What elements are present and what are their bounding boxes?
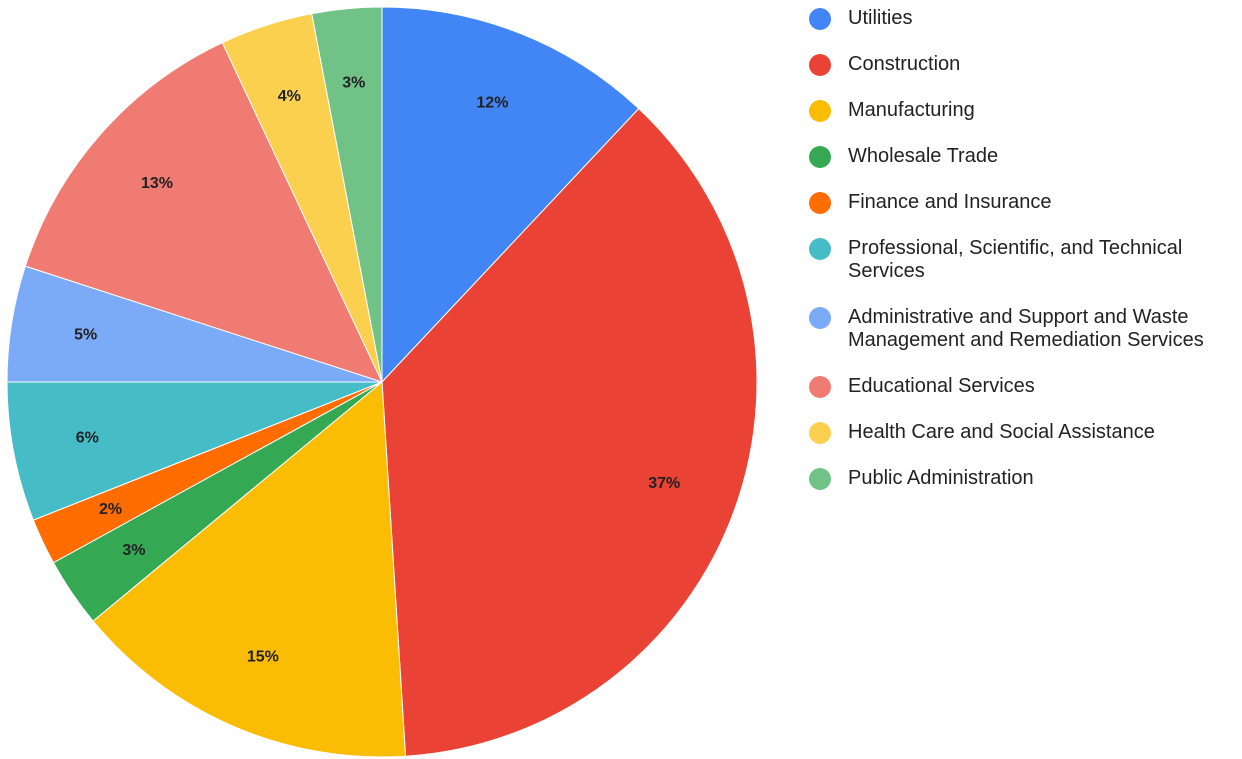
- legend-swatch: [809, 8, 831, 30]
- legend-line: Administrative and Support and Waste: [848, 306, 1189, 328]
- legend-swatch: [809, 376, 831, 398]
- legend-label: Utilities: [848, 7, 912, 29]
- legend-label: Finance and Insurance: [848, 191, 1051, 213]
- legend-line: Educational Services: [848, 375, 1035, 397]
- legend-swatch: [809, 238, 831, 260]
- legend-swatch: [809, 307, 831, 329]
- legend-label: Educational Services: [848, 375, 1035, 397]
- value-label: 4%: [278, 88, 301, 105]
- legend-line: Finance and Insurance: [848, 191, 1051, 213]
- legend-label: Administrative and Support and Waste Mana…: [848, 306, 1204, 351]
- legend-swatch: [809, 146, 831, 168]
- pie-slice: [311, 6, 383, 383]
- legend-label: Health Care and Social Assistance: [848, 421, 1155, 443]
- legend-line: Services: [848, 260, 925, 282]
- legend-line: Utilities: [848, 7, 912, 29]
- legend-label: Public Administration: [848, 467, 1034, 489]
- legend-swatch: [809, 468, 831, 490]
- legend-line: Professional, Scientific, and Technical: [848, 237, 1182, 259]
- value-label: 3%: [342, 75, 365, 92]
- legend-swatch: [809, 54, 831, 76]
- legend-line: Construction: [848, 53, 960, 75]
- value-label: 6%: [76, 429, 99, 446]
- pie-slice: [381, 107, 758, 757]
- value-label: 13%: [141, 175, 173, 192]
- legend-line: Health Care and Social Assistance: [848, 421, 1155, 443]
- legend-label: Wholesale Trade: [848, 145, 998, 167]
- value-label: 12%: [476, 94, 508, 111]
- pie-slice: [92, 380, 407, 758]
- value-label: 5%: [74, 326, 97, 343]
- legend-label: Professional, Scientific, and Technical S…: [848, 237, 1182, 282]
- legend-line: Wholesale Trade: [848, 145, 998, 167]
- value-label: 37%: [648, 475, 680, 492]
- legend-label: Manufacturing: [848, 99, 975, 121]
- pie-slice: [24, 42, 383, 383]
- value-label: 3%: [122, 542, 145, 559]
- legend-label: Construction: [848, 53, 960, 75]
- pie-slice: [6, 381, 383, 521]
- value-label: 15%: [247, 649, 279, 666]
- legend-swatch: [809, 192, 831, 214]
- pie-slice: [381, 6, 640, 384]
- legend-line: Public Administration: [848, 467, 1034, 489]
- value-label: 2%: [99, 501, 122, 518]
- legend-swatch: [809, 100, 831, 122]
- legend-line: Management and Remediation Services: [848, 329, 1204, 351]
- legend-swatch: [809, 422, 831, 444]
- legend-line: Manufacturing: [848, 99, 975, 121]
